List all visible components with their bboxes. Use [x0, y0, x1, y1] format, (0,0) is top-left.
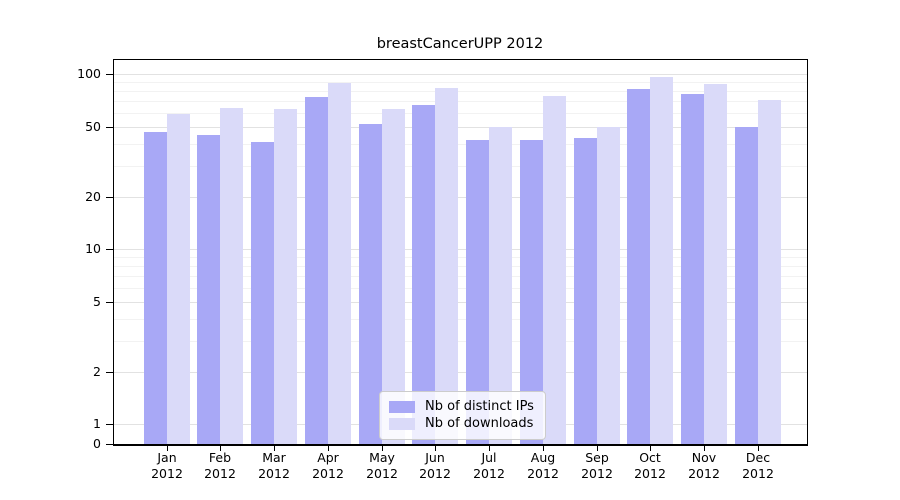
- minor-gridline: [113, 341, 807, 342]
- bar-distinct-ips-mar: [251, 142, 274, 444]
- bar-distinct-ips-apr: [305, 97, 328, 444]
- y-tick-mark: [106, 444, 113, 445]
- bar-downloads-jan: [167, 114, 190, 444]
- plot-area: [113, 59, 807, 444]
- minor-gridline: [113, 166, 807, 167]
- legend-item-downloads: Nb of downloads: [389, 416, 534, 431]
- minor-gridline: [113, 266, 807, 267]
- minor-gridline: [113, 113, 807, 114]
- bar-distinct-ips-sep: [574, 138, 597, 444]
- legend-label-distinct-ips: Nb of distinct IPs: [425, 399, 534, 414]
- x-tick-label-jan: Jan 2012: [151, 450, 183, 481]
- x-tick-label-jun: Jun 2012: [419, 450, 451, 481]
- x-tick-mark: [489, 446, 490, 451]
- bar-downloads-aug: [543, 96, 566, 444]
- y-tick-label: 5: [93, 294, 101, 309]
- x-tick-label-may: May 2012: [366, 450, 398, 481]
- x-tick-label-feb: Feb 2012: [204, 450, 236, 481]
- y-tick-mark: [106, 74, 113, 75]
- bar-distinct-ips-jun: [412, 105, 435, 444]
- major-gridline: [113, 127, 807, 128]
- y-tick-mark: [106, 372, 113, 373]
- bar-distinct-ips-nov: [681, 94, 704, 444]
- bar-downloads-nov: [704, 84, 727, 444]
- bar-downloads-apr: [328, 83, 351, 444]
- major-gridline: [113, 372, 807, 373]
- y-tick-mark: [106, 127, 113, 128]
- bar-downloads-may: [382, 109, 405, 444]
- bar-distinct-ips-may: [359, 124, 382, 444]
- y-tick-mark: [106, 249, 113, 250]
- x-tick-mark: [597, 446, 598, 451]
- minor-gridline: [113, 91, 807, 92]
- x-tick-mark: [435, 446, 436, 451]
- minor-gridline: [113, 144, 807, 145]
- y-tick-label: 50: [85, 119, 101, 134]
- bar-downloads-mar: [274, 109, 297, 444]
- x-tick-label-dec: Dec 2012: [742, 450, 774, 481]
- x-tick-mark: [220, 446, 221, 451]
- x-tick-label-sep: Sep 2012: [581, 450, 613, 481]
- legend-swatch-distinct-ips: [389, 400, 415, 413]
- bar-distinct-ips-jul: [466, 140, 489, 444]
- x-tick-mark: [167, 446, 168, 451]
- bar-distinct-ips-jan: [144, 132, 167, 444]
- bar-distinct-ips-dec: [735, 127, 758, 444]
- minor-gridline: [113, 101, 807, 102]
- legend-swatch-downloads: [389, 417, 415, 430]
- x-tick-label-apr: Apr 2012: [312, 450, 344, 481]
- bar-downloads-dec: [758, 100, 781, 444]
- minor-gridline: [113, 319, 807, 320]
- legend-item-distinct-ips: Nb of distinct IPs: [389, 399, 534, 414]
- chart-title: breastCancerUPP 2012: [376, 36, 544, 52]
- top-spine: [113, 59, 808, 60]
- x-tick-mark: [758, 446, 759, 451]
- minor-gridline: [113, 257, 807, 258]
- y-tick-label: 1: [93, 416, 101, 431]
- x-tick-mark: [328, 446, 329, 451]
- bar-downloads-oct: [650, 77, 673, 444]
- x-tick-label-oct: Oct 2012: [634, 450, 666, 481]
- x-tick-label-nov: Nov 2012: [688, 450, 720, 481]
- y-tick-label: 0: [93, 436, 101, 451]
- y-tick-mark: [106, 424, 113, 425]
- x-tick-label-aug: Aug 2012: [527, 450, 559, 481]
- bar-downloads-feb: [220, 108, 243, 444]
- x-tick-mark: [382, 446, 383, 451]
- y-tick-label: 20: [85, 189, 101, 204]
- y-tick-label: 100: [77, 66, 101, 81]
- minor-gridline: [113, 288, 807, 289]
- minor-gridline: [113, 82, 807, 83]
- major-gridline: [113, 74, 807, 75]
- x-tick-label-mar: Mar 2012: [258, 450, 290, 481]
- y-tick-label: 2: [93, 364, 101, 379]
- major-gridline: [113, 197, 807, 198]
- bar-distinct-ips-feb: [197, 135, 220, 444]
- major-gridline: [113, 302, 807, 303]
- bar-downloads-sep: [597, 127, 620, 444]
- bar-distinct-ips-aug: [520, 140, 543, 444]
- left-spine: [113, 59, 114, 445]
- y-tick-label: 10: [85, 241, 101, 256]
- right-spine: [807, 59, 808, 445]
- x-tick-mark: [543, 446, 544, 451]
- y-tick-mark: [106, 197, 113, 198]
- bar-downloads-jul: [489, 127, 512, 444]
- x-tick-mark: [274, 446, 275, 451]
- legend: Nb of distinct IPs Nb of downloads: [379, 391, 546, 440]
- x-tick-mark: [704, 446, 705, 451]
- bottom-spine: [113, 444, 808, 446]
- minor-gridline: [113, 276, 807, 277]
- bar-downloads-jun: [435, 88, 458, 444]
- bar-distinct-ips-oct: [627, 89, 650, 444]
- y-tick-mark: [106, 302, 113, 303]
- x-tick-mark: [650, 446, 651, 451]
- major-gridline: [113, 249, 807, 250]
- x-tick-label-jul: Jul 2012: [473, 450, 505, 481]
- legend-label-downloads: Nb of downloads: [425, 416, 534, 431]
